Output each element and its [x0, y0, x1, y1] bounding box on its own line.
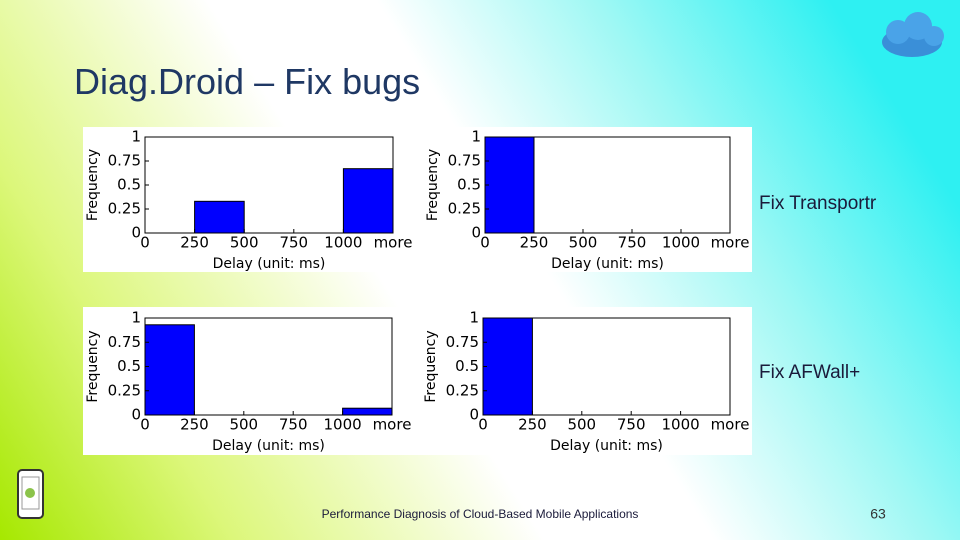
- bar: [144, 324, 195, 416]
- y-tick-label: 1: [131, 128, 141, 146]
- x-tick-label: 250: [180, 234, 209, 252]
- bar: [342, 168, 394, 234]
- y-tick-label: 0.75: [108, 333, 141, 351]
- x-tick-label: more: [711, 234, 750, 252]
- x-tick-label: 750: [279, 234, 308, 252]
- y-tick-label: 0.25: [108, 381, 141, 399]
- y-tick-label: 1: [471, 128, 481, 146]
- x-tick-label: 750: [618, 234, 647, 252]
- y-tick-label: 0.5: [457, 176, 481, 194]
- panel: [83, 127, 752, 272]
- x-tick-label: 1000: [324, 416, 362, 434]
- x-tick-label: 250: [180, 416, 209, 434]
- y-tick-label: 0.75: [448, 152, 481, 170]
- caption: Fix Transportr: [759, 193, 877, 214]
- x-axis-label: Delay (unit: ms): [550, 438, 663, 454]
- x-tick-label: more: [373, 416, 412, 434]
- x-tick-label: 1000: [324, 234, 362, 252]
- x-tick-label: 750: [617, 416, 646, 434]
- x-tick-label: 500: [229, 416, 258, 434]
- y-tick-label: 0.75: [108, 152, 141, 170]
- x-axis-label: Delay (unit: ms): [551, 256, 664, 272]
- cloud-icon: [882, 12, 944, 57]
- bar: [342, 407, 393, 416]
- bar: [194, 200, 245, 234]
- x-tick-label: 250: [518, 416, 547, 434]
- x-tick-label: 0: [478, 416, 488, 434]
- x-tick-label: 0: [480, 234, 490, 252]
- y-tick-label: 0: [469, 406, 479, 424]
- x-tick-label: more: [374, 234, 413, 252]
- x-tick-label: 750: [279, 416, 308, 434]
- x-tick-label: 0: [140, 234, 150, 252]
- y-tick-label: 0.25: [446, 381, 479, 399]
- y-tick-label: 0.5: [117, 357, 141, 375]
- x-axis-label: Delay (unit: ms): [213, 256, 326, 272]
- x-tick-label: 1000: [662, 234, 700, 252]
- page-number: 63: [870, 506, 886, 522]
- y-tick-label: 0.5: [455, 357, 479, 375]
- y-tick-label: 0.5: [117, 176, 141, 194]
- footer: Performance Diagnosis of Cloud-Based Mob…: [322, 507, 639, 521]
- y-tick-label: 0: [131, 406, 141, 424]
- y-tick-label: 0: [131, 224, 141, 242]
- y-axis-label: Frequency: [423, 330, 439, 402]
- y-tick-label: 0: [471, 224, 481, 242]
- y-tick-label: 1: [469, 309, 479, 327]
- bar: [484, 136, 535, 234]
- caption: Fix AFWall+: [759, 362, 860, 383]
- phone-icon: [17, 469, 44, 519]
- x-tick-label: 250: [520, 234, 549, 252]
- bar: [482, 317, 533, 416]
- x-tick-label: 500: [567, 416, 596, 434]
- x-tick-label: 500: [569, 234, 598, 252]
- y-tick-label: 1: [131, 309, 141, 327]
- y-tick-label: 0.25: [448, 200, 481, 218]
- slide-title: Diag.Droid – Fix bugs: [74, 61, 420, 102]
- y-axis-label: Frequency: [85, 149, 101, 221]
- x-tick-label: more: [711, 416, 750, 434]
- y-tick-label: 0.25: [108, 200, 141, 218]
- x-tick-label: 1000: [662, 416, 700, 434]
- x-axis-label: Delay (unit: ms): [212, 438, 325, 454]
- y-axis-label: Frequency: [85, 330, 101, 402]
- y-tick-label: 0.75: [446, 333, 479, 351]
- x-tick-label: 500: [230, 234, 259, 252]
- x-tick-label: 0: [140, 416, 150, 434]
- y-axis-label: Frequency: [425, 149, 441, 221]
